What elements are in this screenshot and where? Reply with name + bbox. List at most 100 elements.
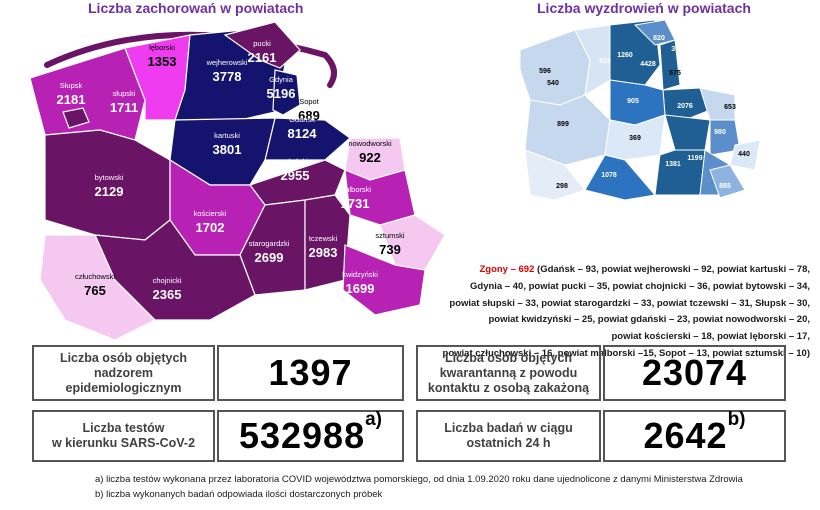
daily-value-box: 2642b) <box>603 409 786 462</box>
recovery-region-slupski <box>519 29 591 106</box>
district-name-label: kwidzyński <box>342 270 378 279</box>
region-czluchowski <box>39 234 157 340</box>
footnote-b: b) liczba wykonanych badań odpowiada ilo… <box>95 489 383 500</box>
district-name-label: kartuski <box>214 131 240 140</box>
region-kwidzynski <box>342 244 426 316</box>
district-value-label: 765 <box>84 283 106 298</box>
tests-label-line-2: w kierunku SARS-CoV-2 <box>51 436 196 450</box>
district-name-label: Gdynia <box>269 75 294 84</box>
infections-map-title: Liczba zachorowań w powiatach <box>88 0 304 16</box>
district-name-label: malborski <box>339 185 371 194</box>
supervision-value: 1397 <box>268 352 353 393</box>
recovery-region-chojnicki <box>584 154 656 200</box>
district-value-label: 739 <box>379 242 401 257</box>
district-value-label: 2161 <box>248 50 277 65</box>
daily-label-line-2: ostatnich 24 h <box>466 436 551 450</box>
recoveries-map: 820 3016 615 1260 4428 575 596 540 905 2076 653 899… <box>519 20 761 200</box>
infection-labels: pucki 2161 lęborski 1353 wejherowski 3778 Gdyn… <box>57 39 405 302</box>
recovery-labels: 820 3016 615 1260 4428 575 596 540 905 2076 653 899… <box>539 35 750 190</box>
recovery-value-label: 1381 <box>665 161 681 168</box>
recovery-value-label: 440 <box>738 151 750 158</box>
daily-label-box: Liczba badań w ciągu ostatnich 24 h <box>416 410 601 462</box>
supervision-label-box: Liczba osób objętych nadzorem epidemiolo… <box>32 345 215 401</box>
district-name-label: słupski <box>113 89 136 98</box>
recovery-value-label: 980 <box>714 129 726 136</box>
recovery-value-label: 575 <box>669 70 681 77</box>
recovery-value-label: 369 <box>629 135 641 142</box>
recovery-value-label: 820 <box>653 35 665 42</box>
recovery-value-label: 885 <box>719 183 731 190</box>
region-slupsk <box>62 107 90 129</box>
recovery-value-label: 653 <box>724 104 736 111</box>
district-name-label: wejherowski <box>206 58 248 67</box>
deaths-line: powiat kwidzyński – 25, powiat gdański –… <box>488 314 810 326</box>
recovery-value-label: 1260 <box>617 52 633 59</box>
recovery-value-label: 596 <box>539 68 551 75</box>
deaths-line: powiat słupski – 33, powiat starogardzki… <box>449 297 810 309</box>
district-name-label: Sopot <box>299 97 320 106</box>
district-name-label: sztumski <box>375 231 405 240</box>
tests-value-box: 532988a) <box>217 409 404 462</box>
district-value-label: 3778 <box>213 69 242 84</box>
district-value-label: 2181 <box>57 92 86 107</box>
district-name-label: tczewski <box>309 234 338 243</box>
quarantine-value: 23074 <box>641 352 748 393</box>
deaths-summary: Zgony – 692 (Gdańsk – 93, powiat wejhero… <box>250 262 810 363</box>
region-sztumski <box>379 214 445 271</box>
district-value-label: 2983 <box>309 245 338 260</box>
district-name-label: człuchowski <box>75 272 115 281</box>
district-value-label: 1699 <box>346 281 375 296</box>
footnote-a: a) liczba testów wykonana przez laborato… <box>95 474 743 485</box>
tests-label-line-1: Liczba testów <box>82 421 165 435</box>
recovery-value-label: 905 <box>627 98 639 105</box>
district-name-label: Gdańsk <box>289 115 315 124</box>
recovery-value-label: 615 <box>599 58 611 65</box>
recovery-value-label: 4428 <box>640 61 656 68</box>
district-value-label: 1711 <box>110 100 138 115</box>
deaths-total: Zgony – 692 <box>479 264 535 275</box>
supervision-value-box: 1397 <box>217 345 404 401</box>
district-value-label: 3801 <box>213 142 242 157</box>
district-value-label: 1731 <box>341 196 370 211</box>
district-name-label: Słupsk <box>60 81 83 90</box>
recovery-region-leborski <box>574 24 611 96</box>
infections-map: pucki 2161 lęborski 1353 wejherowski 3778 Gdyn… <box>29 21 445 340</box>
district-value-label: 2699 <box>255 250 284 265</box>
district-value-label: 1353 <box>148 54 177 69</box>
district-name-label: pucki <box>253 39 271 48</box>
deaths-line: powiat kościerski – 18, powiat lęborski … <box>611 331 810 343</box>
tests-value: 532988 <box>238 415 366 456</box>
recovery-value-label: 3016 <box>671 46 687 53</box>
district-value-label: 2365 <box>153 287 182 302</box>
recovery-value-label: 298 <box>556 183 568 190</box>
district-name-label: starogardzki <box>249 239 290 248</box>
district-name-label: kościerski <box>194 209 227 218</box>
deaths-line: Gdynia – 40, powiat pucki – 35, powiat c… <box>470 280 810 292</box>
tests-footnote-mark: a) <box>365 409 383 430</box>
supervision-label: Liczba osób objętych nadzorem epidemiolo… <box>59 350 188 395</box>
recovery-value-label: 540 <box>547 80 559 87</box>
recovery-region-czluchowski <box>524 149 586 200</box>
region-gdynia <box>272 69 301 116</box>
quarantine-label: Liczba osób objętych kwarantanną z powod… <box>427 350 590 395</box>
daily-label-line-1: Liczba badań w ciągu <box>444 421 573 435</box>
district-value-label: 8124 <box>288 126 318 141</box>
district-value-label: 5196 <box>267 86 296 101</box>
district-name-label: chojnicki <box>153 276 182 285</box>
district-name-label: gdański <box>282 157 308 166</box>
recovery-value-label: 1199 <box>687 155 702 162</box>
region-pucki <box>223 21 301 69</box>
recovery-region-kwidzynski <box>709 164 746 199</box>
deaths-line: powiat człuchowski – 16, powiat malborsk… <box>442 347 810 359</box>
district-value-label: 2129 <box>95 184 124 199</box>
district-value-label: 689 <box>298 108 320 123</box>
district-name-label: lęborski <box>149 43 175 52</box>
district-value-label: 922 <box>359 150 381 165</box>
tests-label-box: Liczba testów w kierunku SARS-CoV-2 <box>32 410 215 462</box>
deaths-line: (Gdańsk – 93, powiat wejherowski – 92, p… <box>534 264 810 275</box>
recovery-value-label: 1078 <box>601 172 617 179</box>
recovery-value-label: 2076 <box>677 103 693 110</box>
recovery-region-gdanski <box>664 114 711 151</box>
daily-footnote-mark: b) <box>727 409 746 430</box>
recovery-region-sztumski <box>729 139 761 171</box>
